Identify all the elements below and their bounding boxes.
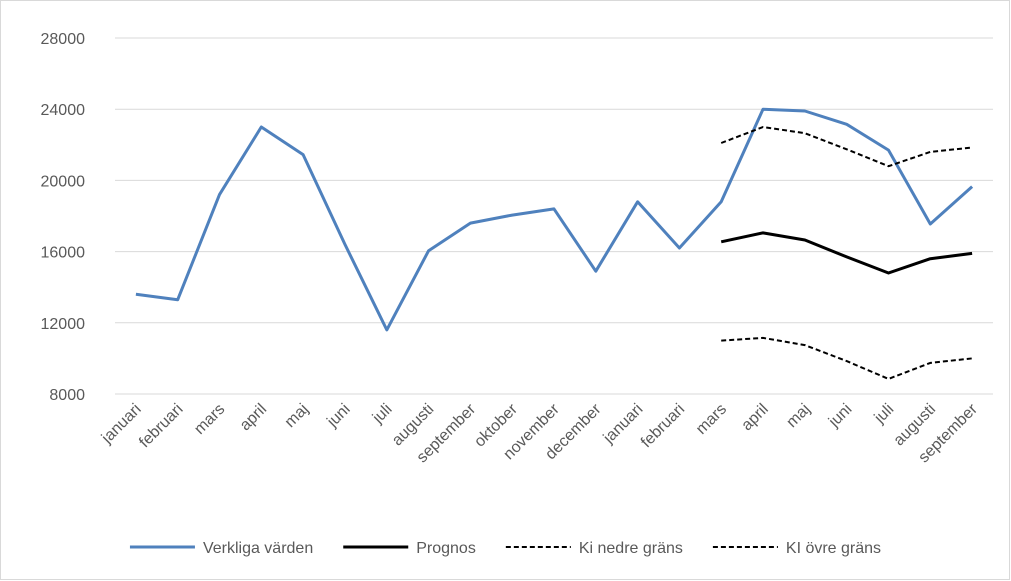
y-tick-label: 16000 <box>41 245 86 262</box>
y-tick-label: 12000 <box>41 316 86 333</box>
series-line <box>720 126 973 168</box>
legend-label: Prognos <box>416 540 476 557</box>
series-line <box>720 231 973 275</box>
legend-label: Verkliga värden <box>203 540 313 557</box>
y-tick-label: 28000 <box>41 31 86 48</box>
legend-label: Ki nedre gräns <box>579 540 683 557</box>
y-tick-label: 20000 <box>41 173 86 190</box>
y-tick-label: 8000 <box>49 387 85 404</box>
series-line <box>135 107 974 332</box>
y-tick-label: 24000 <box>41 102 86 119</box>
legend-label: KI övre gräns <box>786 540 881 557</box>
series-line <box>721 336 973 380</box>
